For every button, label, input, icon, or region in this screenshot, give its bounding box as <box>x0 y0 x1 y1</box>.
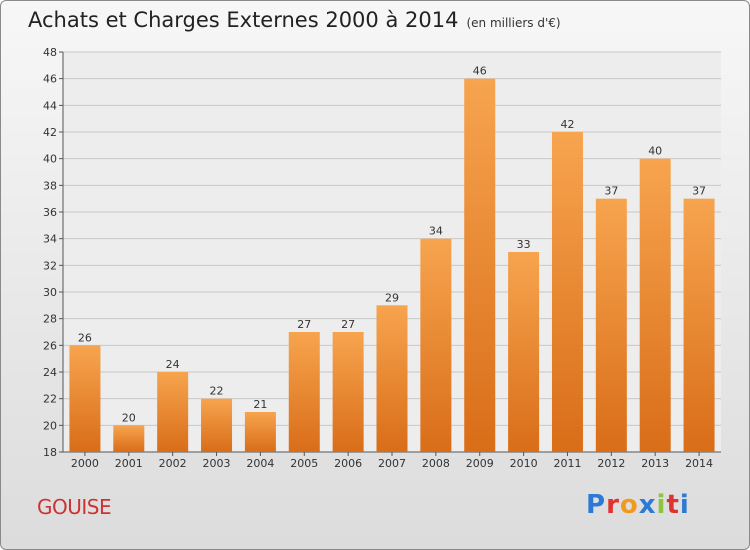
bar-value-label: 40 <box>648 145 662 158</box>
x-tick-label: 2009 <box>466 457 494 470</box>
bar-value-label: 21 <box>253 398 267 411</box>
y-tick-label: 46 <box>43 73 57 86</box>
bar <box>464 78 496 453</box>
y-tick-label: 32 <box>43 259 57 272</box>
y-tick-label: 48 <box>43 46 57 59</box>
bar <box>113 425 145 452</box>
bar <box>420 238 452 452</box>
bar-value-label: 46 <box>473 65 487 78</box>
x-tick-label: 2005 <box>290 457 318 470</box>
bar <box>288 332 320 452</box>
bar-value-label: 27 <box>341 318 355 331</box>
bar <box>508 252 540 452</box>
x-tick-label: 2001 <box>115 457 143 470</box>
logo-letter: i <box>656 490 667 520</box>
logo-letter: P <box>586 490 607 520</box>
bar <box>332 332 364 452</box>
logo-letter: r <box>606 490 620 520</box>
bar <box>201 398 233 452</box>
x-tick-label: 2006 <box>334 457 362 470</box>
y-tick-label: 44 <box>43 99 57 112</box>
x-tick-label: 2000 <box>71 457 99 470</box>
proxiti-logo[interactable]: Proxiti <box>586 490 690 520</box>
y-tick-label: 34 <box>43 233 57 246</box>
x-tick-label: 2012 <box>597 457 625 470</box>
bar <box>69 345 101 452</box>
y-tick-label: 24 <box>43 366 57 379</box>
x-tick-label: 2011 <box>553 457 581 470</box>
bar <box>376 305 408 452</box>
chart-title: Achats et Charges Externes 2000 à 2014 (e… <box>28 8 561 32</box>
bar-value-label: 26 <box>78 331 92 344</box>
y-tick-label: 28 <box>43 313 57 326</box>
y-tick-label: 30 <box>43 286 57 299</box>
bar <box>244 412 276 452</box>
commune-name: GOUISE <box>37 495 112 519</box>
bar <box>683 198 715 452</box>
bar-value-label: 27 <box>297 318 311 331</box>
bar <box>595 198 627 452</box>
x-tick-label: 2003 <box>203 457 231 470</box>
chart-unit: (en milliers d'€) <box>466 16 561 30</box>
chart-title-text: Achats et Charges Externes 2000 à 2014 <box>28 8 459 32</box>
bar-value-label: 29 <box>385 291 399 304</box>
bar-value-label: 34 <box>429 225 443 238</box>
bar-value-label: 42 <box>560 118 574 131</box>
y-tick-label: 18 <box>43 446 57 459</box>
y-tick-label: 36 <box>43 206 57 219</box>
logo-letter: o <box>619 490 639 520</box>
bar-value-label: 22 <box>210 385 224 398</box>
bar-value-label: 24 <box>166 358 180 371</box>
bar <box>551 132 583 452</box>
bar <box>157 372 189 452</box>
x-tick-label: 2008 <box>422 457 450 470</box>
y-tick-label: 26 <box>43 339 57 352</box>
x-tick-label: 2013 <box>641 457 669 470</box>
y-tick-label: 40 <box>43 153 57 166</box>
x-tick-label: 2004 <box>246 457 274 470</box>
logo-letter: t <box>666 490 680 520</box>
bar-value-label: 37 <box>604 185 618 198</box>
logo-letter: i <box>679 490 690 520</box>
x-tick-label: 2010 <box>510 457 538 470</box>
bar <box>639 158 671 452</box>
x-tick-label: 2014 <box>685 457 713 470</box>
bar-value-label: 37 <box>692 185 706 198</box>
bar-value-label: 20 <box>122 411 136 424</box>
y-tick-label: 20 <box>43 419 57 432</box>
bar-value-label: 33 <box>517 238 531 251</box>
logo-letter: x <box>638 490 657 520</box>
x-tick-label: 2002 <box>159 457 187 470</box>
y-tick-label: 22 <box>43 393 57 406</box>
y-tick-label: 42 <box>43 126 57 139</box>
x-tick-label: 2007 <box>378 457 406 470</box>
y-tick-label: 38 <box>43 179 57 192</box>
